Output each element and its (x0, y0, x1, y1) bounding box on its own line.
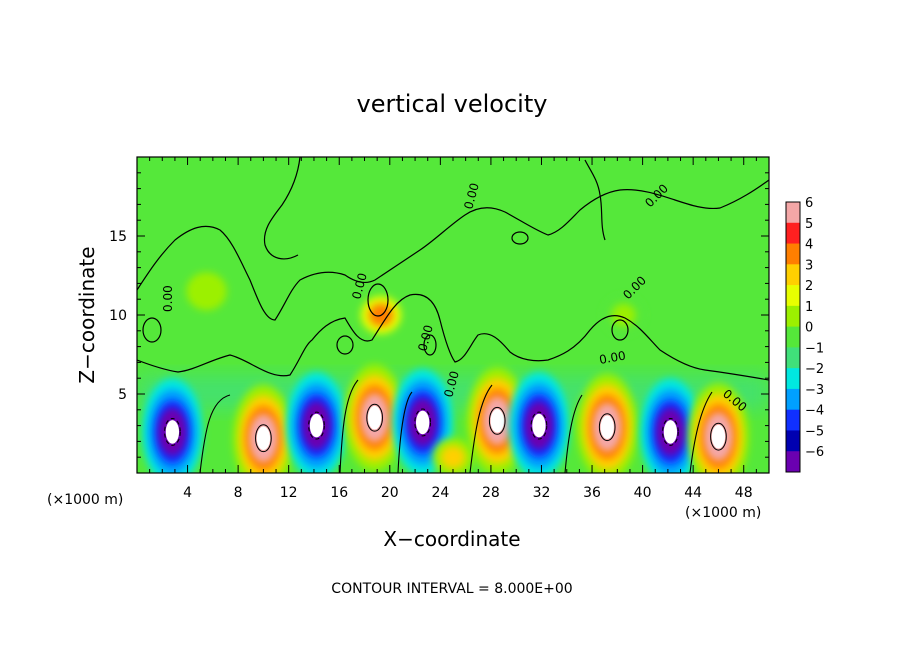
cell-contour-5 (414, 408, 432, 437)
colorbar-tick-label-11: −5 (805, 424, 824, 439)
contour-label-1: 0.00 (161, 285, 175, 312)
colorbar-segment-2 (786, 243, 800, 265)
velocity-cell-7-core (490, 409, 504, 433)
x-tick-label-24: 24 (431, 485, 449, 501)
velocity-cell-8-core (532, 413, 546, 438)
contour-label-9: 0.00 (415, 323, 435, 352)
colorbar-tick-label-4: 2 (805, 279, 813, 294)
colorbar-segment-7 (786, 347, 800, 369)
x-axis-label: X−coordinate (383, 527, 520, 551)
cell-contour-4 (366, 403, 383, 432)
x-tick-label-32: 32 (533, 485, 551, 501)
zero-contour-island-1 (367, 283, 389, 317)
x-tick-label-16: 16 (330, 485, 348, 501)
x-tick-label-48: 48 (735, 485, 753, 501)
y-tick-label-10: 10 (109, 308, 127, 324)
velocity-cell-11-core (711, 424, 726, 449)
colorbar-segment-12 (786, 451, 800, 473)
velocity-cell-10-core (663, 420, 678, 444)
x-tick-label-28: 28 (482, 485, 500, 501)
velocity-cell-6-level-2 (440, 445, 466, 469)
cell-contour-8 (530, 411, 548, 440)
cell-contour-10 (662, 417, 679, 446)
x-unit-right: (×1000 m) (685, 505, 761, 521)
colorbar-tick-label-5: 1 (805, 300, 813, 315)
cell-contour-9 (598, 413, 616, 442)
cell-contours (164, 403, 727, 453)
colorbar-tick-label-8: −2 (805, 362, 824, 377)
colorbar-tick-label-1: 5 (805, 217, 813, 232)
velocity-cell-3-core (309, 413, 324, 438)
velocity-field (137, 272, 769, 473)
colorbar-tick-label-2: 4 (805, 238, 813, 253)
velocity-cell-13-level-2 (194, 279, 219, 303)
cell-contour-7 (488, 406, 506, 435)
cell-contour-3 (308, 411, 325, 440)
chart-title: vertical velocity (357, 90, 548, 118)
x-tick-label-12: 12 (280, 485, 298, 501)
cell-contour-11 (710, 422, 727, 451)
colorbar-frame (785, 201, 801, 473)
cell-contour-2 (255, 424, 272, 453)
zero-contour-island-6 (423, 334, 437, 356)
colorbar-segment-9 (786, 388, 800, 411)
colorbar-tick-label-9: −3 (805, 383, 824, 398)
y-axis-label: Z−coordinate (75, 246, 99, 383)
velocity-cell-2-core (256, 426, 271, 451)
y-tick-label-5: 5 (118, 387, 127, 403)
x-tick-label-20: 20 (381, 485, 399, 501)
velocity-cell-4-core (367, 405, 382, 430)
colorbar-tick-label-0: 6 (805, 196, 813, 211)
colorbar-segment-8 (786, 368, 800, 390)
colorbar-segment-0 (786, 202, 800, 224)
colorbar-segment-5 (786, 305, 800, 328)
x-tick-label-4: 4 (183, 485, 192, 501)
colorbar-segment-3 (786, 264, 800, 286)
colorbar-tick-label-3: 3 (805, 258, 813, 273)
colorbar-tick-label-12: −6 (805, 445, 824, 460)
zero-contour-island-3 (142, 317, 162, 343)
contour-label-2: 0.00 (461, 181, 481, 210)
colorbar-tick-label-6: 0 (805, 321, 813, 336)
contour-label-3: 0.00 (349, 271, 369, 300)
contour-interval-footer: CONTOUR INTERVAL = 8.000E+00 (331, 581, 572, 597)
colorbar-tick-label-7: −1 (805, 341, 824, 356)
zero-contour-lower-cells (199, 379, 713, 473)
colorbar-segment-6 (786, 326, 800, 348)
x-tick-label-44: 44 (684, 485, 702, 501)
zero-contour-right (584, 159, 606, 241)
zero-contour-ridge (263, 157, 301, 260)
zero-contours (137, 157, 769, 473)
zero-contour-upper (137, 179, 769, 321)
plot-area: 0.00 0.00 0.00 0.00 0.00 0.00 0.00 0.00 … (109, 156, 770, 501)
zero-contour-island-2 (511, 231, 529, 245)
velocity-cell-5-core (415, 410, 430, 435)
contour-label-6: 0.00 (598, 349, 627, 367)
colorbar-segment-4 (786, 285, 800, 307)
contour-label-7: 0.00 (441, 369, 461, 398)
y-tick-label-15: 15 (109, 229, 127, 245)
zero-contour-island-5 (336, 335, 354, 355)
colorbar-segment-11 (786, 430, 800, 452)
x-tick-label-8: 8 (234, 485, 243, 501)
velocity-cell-1-core (165, 420, 180, 444)
zero-contour-island-4 (611, 319, 629, 341)
x-unit-left: (×1000 m) (47, 492, 123, 508)
zero-contour-lower (137, 293, 769, 381)
cell-contour-1 (164, 417, 181, 446)
x-tick-label-36: 36 (583, 485, 601, 501)
colorbar: 6 5 4 3 2 1 0 −1 −2 −3 −4 −5 −6 (785, 196, 824, 473)
velocity-cell-9-core (600, 415, 614, 439)
colorbar-segment-10 (786, 409, 800, 431)
x-tick-label-40: 40 (634, 485, 652, 501)
colorbar-segment-1 (786, 222, 800, 245)
colorbar-tick-label-10: −4 (805, 404, 824, 419)
